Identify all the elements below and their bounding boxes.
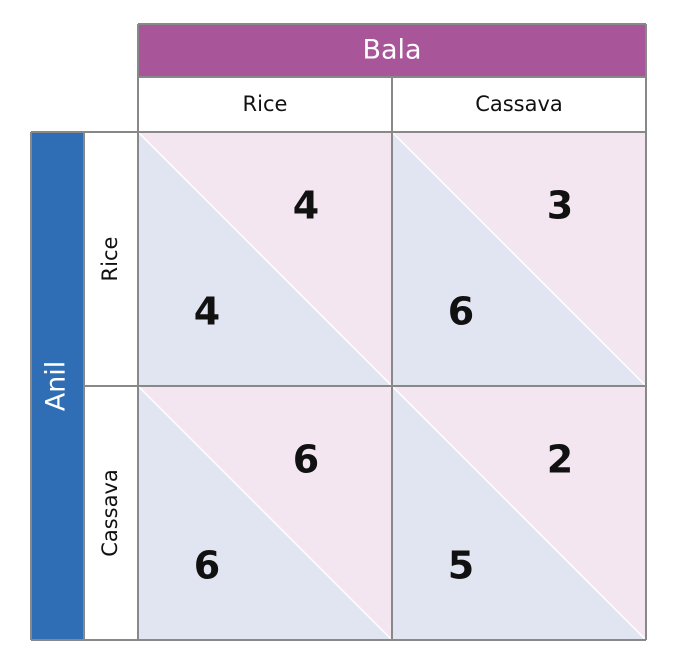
column-label: Cassava: [475, 92, 563, 116]
diagonal: [137, 385, 393, 641]
row-payoff: 5: [448, 544, 474, 588]
column-payoff: 2: [547, 438, 573, 482]
row-payoff: 4: [194, 290, 220, 334]
diagonal: [391, 131, 647, 387]
diagonal: [137, 131, 393, 387]
column-payoff: 4: [293, 184, 319, 228]
row-player: Anil: [41, 361, 72, 412]
row-payoff: 6: [448, 290, 474, 334]
column-payoff: 6: [293, 438, 319, 482]
column-player: Bala: [362, 35, 421, 66]
column-payoff: 3: [547, 184, 573, 228]
row-label: Rice: [98, 237, 122, 282]
column-label: Rice: [243, 92, 288, 116]
row-player-bar: [31, 132, 84, 640]
row-payoff: 6: [194, 544, 220, 588]
diagonal: [391, 385, 647, 641]
row-label: Cassava: [98, 469, 122, 557]
column-player-bar: [138, 24, 646, 77]
